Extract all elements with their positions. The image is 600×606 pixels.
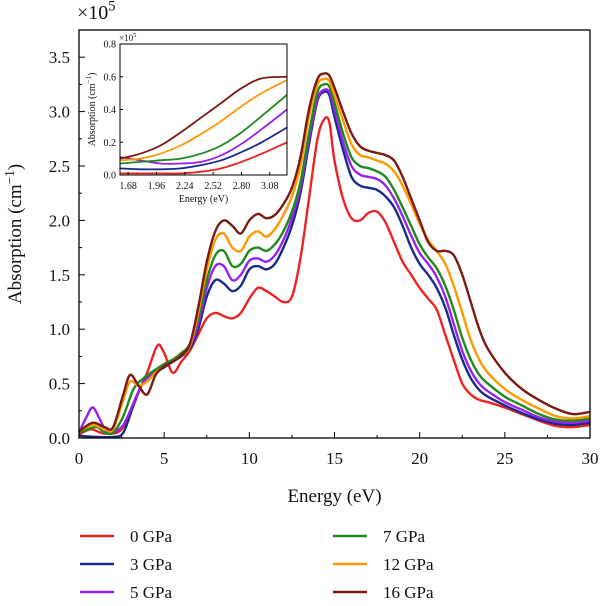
y-axis-title-text: Absorption (cm — [87, 83, 98, 146]
x-tick-label: 2.80 — [233, 181, 251, 192]
y-axis-title-close: ) — [87, 73, 98, 76]
series-line-7-gpa — [119, 94, 288, 165]
y-tick-label: 0.2 — [104, 138, 117, 149]
y-multiplier: ×105 — [77, 0, 115, 24]
y-tick-label: 1.5 — [49, 266, 70, 285]
series-line-12-gpa — [119, 79, 288, 162]
y-tick-label: 2.0 — [49, 211, 70, 230]
x-tick-label: 10 — [241, 449, 258, 468]
plot-background — [120, 44, 287, 175]
x-tick-label: 1.96 — [148, 181, 166, 192]
legend-label: 5 GPa — [130, 583, 172, 602]
series-line-0-gpa — [120, 141, 288, 175]
y-tick-label: 3.5 — [49, 48, 70, 67]
legend-label: 12 GPa — [383, 555, 434, 574]
y-multiplier-base: ×10 — [119, 33, 134, 43]
series-line-7-gpa — [78, 82, 591, 436]
x-tick-label: 2.24 — [176, 181, 194, 192]
x-tick-label: 5 — [160, 449, 169, 468]
y-tick-label: 3.0 — [49, 103, 70, 122]
x-axis-title: Energy (eV) — [179, 194, 229, 205]
y-axis-title-sup: −1 — [2, 170, 17, 184]
series-line-16-gpa — [119, 75, 288, 160]
series-line-3-gpa — [119, 126, 288, 171]
x-tick-label: 0 — [75, 449, 84, 468]
y-tick-label: 0.6 — [104, 72, 117, 83]
legend: 0 GPa 3 GPa 5 GPa 7 GPa 12 GPa 16 GPa — [80, 527, 434, 602]
y-tick-label: 0.5 — [49, 375, 70, 394]
x-tick-label: 1.68 — [119, 181, 137, 192]
y-tick-label: 0.0 — [49, 429, 70, 448]
legend-label: 7 GPa — [383, 527, 425, 546]
y-tick-label: 0.4 — [104, 105, 117, 116]
y-multiplier-exp: 5 — [133, 32, 136, 39]
y-tick-label: 2.5 — [49, 157, 70, 176]
y-tick-label: 0.0 — [104, 171, 117, 182]
y-axis-title: Absorption (cm−1) — [85, 73, 98, 147]
x-tick-label: 3.08 — [261, 181, 279, 192]
legend-label: 0 GPa — [130, 527, 172, 546]
x-tick-label: 30 — [582, 449, 599, 468]
y-axis-title-text: Absorption (cm — [5, 184, 26, 304]
inset-plot: 1.68 1.96 2.24 2.52 2.80 3.08 0.0 0.2 0.4 0.6 0.8 E… — [85, 32, 288, 205]
x-tick-label: 25 — [496, 449, 513, 468]
x-tick-label: 15 — [326, 449, 343, 468]
y-multiplier-exp: 5 — [108, 0, 115, 15]
series-line-0-gpa — [78, 116, 591, 436]
y-tick-label: 0.8 — [104, 40, 117, 51]
legend-label: 3 GPa — [130, 555, 172, 574]
y-axis-title: Absorption (cm−1) — [2, 164, 26, 304]
x-tick-label: 2.52 — [204, 181, 222, 192]
y-tick-label: 1.0 — [49, 320, 70, 339]
series-line-16-gpa — [78, 72, 591, 433]
y-multiplier: ×105 — [119, 32, 136, 43]
y-axis-title-sup: −1 — [85, 75, 93, 83]
x-axis-title: Energy (eV) — [287, 486, 381, 507]
legend-label: 16 GPa — [383, 583, 434, 602]
x-tick-label: 20 — [411, 449, 428, 468]
y-axis-title-close: ) — [5, 164, 26, 170]
y-multiplier-base: ×10 — [77, 2, 108, 24]
